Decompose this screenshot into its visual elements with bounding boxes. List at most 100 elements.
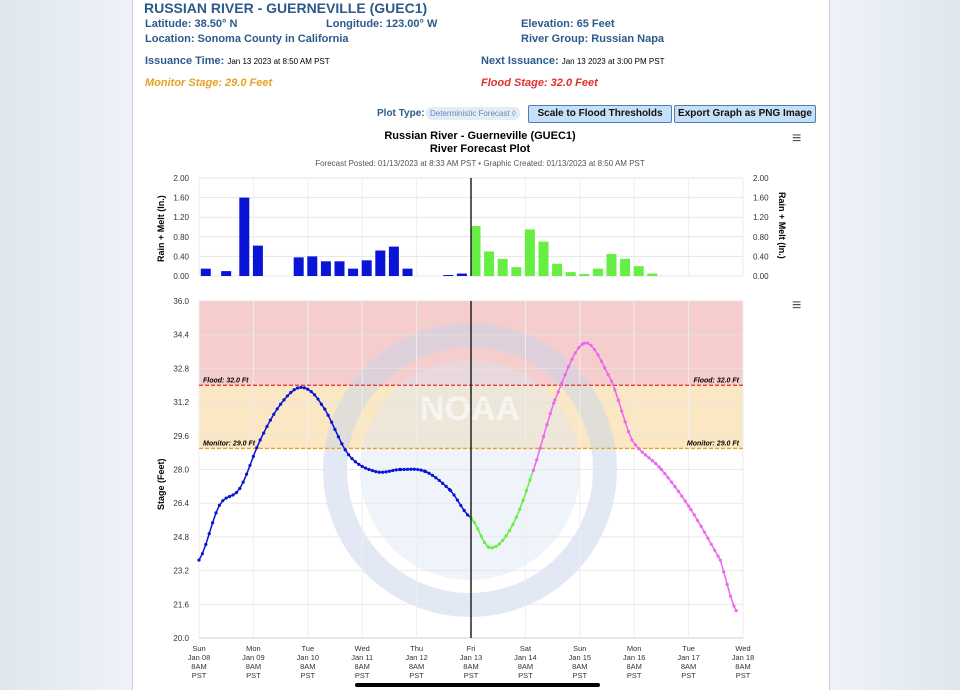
observed-stage-point bbox=[241, 480, 245, 484]
rain-ytick-right: 1.60 bbox=[753, 194, 769, 203]
observed-stage-segment bbox=[205, 533, 210, 545]
forecast-stage-point bbox=[650, 459, 654, 463]
plot-type-select[interactable]: Deterministic Forecast ◊ bbox=[426, 107, 520, 120]
export-png-button[interactable]: Export Graph as PNG Image bbox=[674, 105, 816, 123]
chart-subtitle: River Forecast Plot bbox=[429, 143, 531, 155]
flood-stage: Flood Stage: 32.0 Feet bbox=[481, 77, 598, 89]
observed-rain-bar bbox=[200, 268, 211, 276]
forecast-rain-bar bbox=[620, 258, 631, 276]
observed-stage-point bbox=[402, 467, 406, 472]
observed-stage-point bbox=[251, 454, 255, 458]
stage-xtick-label: Jan 15 bbox=[569, 653, 592, 662]
forecast-stage-segment bbox=[539, 436, 545, 449]
monitor-stage: Monitor Stage: 29.0 Feet bbox=[145, 77, 273, 89]
forecast-stage-point bbox=[494, 544, 498, 549]
forecast-stage-point bbox=[582, 341, 586, 345]
plot-type-label: Plot Type: bbox=[377, 108, 425, 119]
observed-stage-point bbox=[409, 467, 413, 471]
forecast-stage-point bbox=[728, 594, 733, 598]
next-issuance-value: Jan 13 2023 at 3:00 PM PST bbox=[561, 57, 665, 66]
scrollbar-handle[interactable] bbox=[355, 683, 600, 687]
observed-stage-point bbox=[282, 398, 286, 402]
observed-stage-point bbox=[299, 385, 303, 389]
observed-stage-segment bbox=[201, 544, 207, 554]
forecast-rain-bar bbox=[497, 258, 508, 276]
observed-stage-point bbox=[302, 386, 306, 390]
observed-rain-bar bbox=[375, 250, 386, 276]
observed-stage-point bbox=[424, 470, 428, 474]
forecast-stage-point bbox=[592, 347, 597, 352]
rain-ylabel-left: Rain + Melt (In.) bbox=[156, 195, 166, 262]
stage-xtick-label: 8AM bbox=[681, 662, 696, 671]
observed-stage-point bbox=[427, 471, 431, 475]
stage-xtick-label: Jan 14 bbox=[514, 653, 537, 662]
forecast-stage-segment bbox=[542, 424, 548, 437]
stage-chart-menu-icon[interactable]: ≡ bbox=[792, 297, 802, 314]
next-issuance-label: Next Issuance: bbox=[481, 55, 559, 67]
forecast-stage-point bbox=[663, 471, 667, 476]
observed-stage-point bbox=[357, 462, 361, 466]
observed-stage-segment bbox=[208, 522, 214, 534]
observed-stage-point bbox=[224, 496, 228, 500]
observed-stage-point bbox=[377, 470, 381, 474]
observed-rain-bar bbox=[307, 256, 318, 276]
forecast-rain-bar bbox=[470, 226, 481, 276]
observed-rain-bar bbox=[252, 245, 263, 276]
stage-xtick-label: 8AM bbox=[463, 662, 478, 671]
scale-to-flood-thresholds-button[interactable]: Scale to Flood Thresholds bbox=[528, 105, 672, 123]
observed-stage-point bbox=[441, 481, 445, 485]
observed-stage-point bbox=[285, 394, 289, 398]
next-issuance: Next Issuance: Jan 13 2023 at 3:00 PM PS… bbox=[481, 55, 664, 67]
observed-stage-point bbox=[326, 413, 330, 417]
forecast-stage-point bbox=[563, 373, 567, 377]
forecast-stage-point bbox=[713, 548, 717, 552]
forecast-stage-point bbox=[507, 528, 512, 533]
forecast-stage-point bbox=[616, 398, 620, 402]
forecast-stage-point bbox=[521, 498, 525, 502]
observed-stage-point bbox=[309, 389, 313, 394]
observed-stage-point bbox=[204, 542, 208, 547]
observed-rain-bar bbox=[402, 268, 413, 276]
stage-xtick-label: 8AM bbox=[191, 662, 206, 671]
observed-stage-point bbox=[455, 498, 459, 502]
forecast-rain-bar bbox=[524, 229, 535, 276]
observed-stage-point bbox=[336, 435, 340, 439]
forecast-stage-point bbox=[626, 430, 631, 434]
stage-xtick-label: Wed bbox=[355, 644, 370, 653]
forecast-stage-point bbox=[640, 450, 644, 454]
issuance-time: Issuance Time: Jan 13 2023 at 8:50 AM PS… bbox=[145, 55, 330, 67]
observed-stage-point bbox=[228, 494, 232, 499]
forecast-stage-segment bbox=[614, 389, 620, 401]
stage-xtick-label: Fri bbox=[467, 644, 476, 653]
stage-xtick-label: Sat bbox=[520, 644, 532, 653]
stage-xtick-label: PST bbox=[246, 671, 261, 680]
stage-ytick: 32.8 bbox=[173, 364, 189, 373]
stage-xtick-label: Mon bbox=[627, 644, 642, 653]
observed-rain-bar bbox=[388, 246, 399, 276]
observed-stage-point bbox=[207, 532, 211, 536]
page-title: RUSSIAN RIVER - GUERNEVILLE (GUEC1) bbox=[144, 0, 428, 16]
stage-xtick-label: PST bbox=[573, 671, 588, 680]
forecast-stage-point bbox=[545, 423, 549, 427]
forecast-stage-point bbox=[683, 499, 687, 503]
forecast-stage-segment bbox=[719, 559, 725, 573]
observed-stage-point bbox=[262, 431, 266, 435]
observed-rain-bar bbox=[348, 268, 359, 276]
observed-stage-point bbox=[275, 407, 279, 411]
chart-menu-icon[interactable]: ≡ bbox=[792, 130, 802, 147]
stage-xtick-label: Wed bbox=[735, 644, 750, 653]
observed-stage-point bbox=[449, 488, 453, 493]
forecast-stage-point bbox=[552, 401, 556, 405]
stage-xtick-label: Tue bbox=[682, 644, 695, 653]
chart-posted-info: Forecast Posted: 01/13/2023 at 8:33 AM P… bbox=[315, 159, 645, 168]
forecast-stage-point bbox=[490, 546, 495, 550]
forecast-stage-point bbox=[589, 343, 593, 348]
forecast-stage-point bbox=[633, 443, 637, 447]
chart-title: Russian River - Guerneville (GUEC1) River… bbox=[300, 130, 660, 156]
stage-ytick: 24.8 bbox=[173, 533, 189, 542]
stage-chart: NOAA 20.0 21.6 23.2 24.8 26.4 28.0 29.6 31.2 32.8… bbox=[156, 297, 754, 680]
observed-stage-point bbox=[459, 503, 463, 508]
forecast-stage-point bbox=[606, 373, 610, 377]
rain-ytick-left: 0.80 bbox=[173, 233, 189, 242]
rain-chart: 0.00 0.00 0.40 0.40 0.80 0.80 1.20 1.20 1.60 1.60… bbox=[156, 174, 787, 281]
